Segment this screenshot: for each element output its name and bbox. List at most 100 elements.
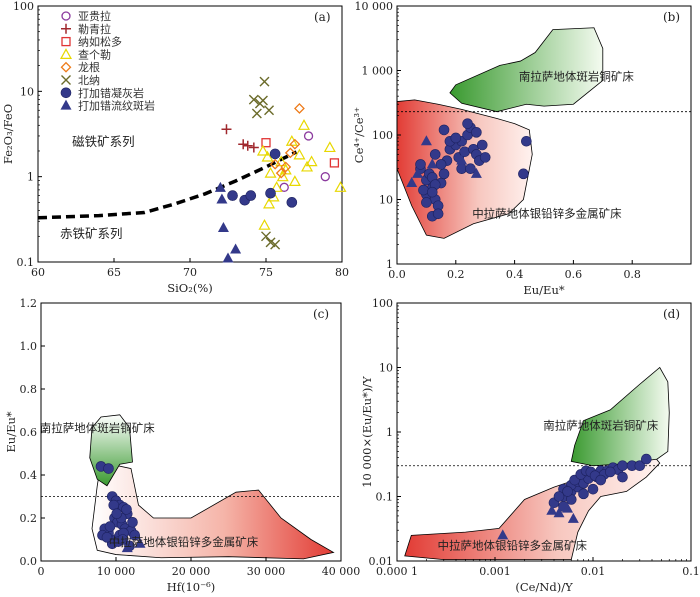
y-tick-label: 100: [13, 0, 34, 13]
legend-marker: [61, 23, 71, 34]
data-point: [562, 502, 574, 513]
series-1: [221, 124, 259, 153]
y-tick-label: 1 000: [362, 65, 394, 78]
x-tick-label: 0.001: [479, 565, 511, 578]
y-axis-label: 10 000×(Eu/Eu*)/Y: [360, 376, 374, 488]
legend-marker: [61, 11, 71, 21]
data-point: [412, 167, 424, 178]
data-point: [521, 135, 532, 147]
y-tick-label: 0.8: [20, 383, 38, 396]
polymetallic-field: [91, 461, 335, 560]
data-point: [435, 159, 447, 170]
legend-marker: [61, 36, 71, 47]
data-point: [259, 76, 270, 87]
porphyry-field-label: 南拉萨地体斑岩铜矿床: [519, 69, 634, 83]
data-point: [284, 147, 296, 159]
data-point: [269, 148, 281, 160]
data-point: [258, 218, 271, 230]
y-tick-label: 0.2: [20, 512, 38, 525]
polymetallic-field-label: 中拉萨地体银铅锌多金属矿床: [438, 539, 588, 553]
data-point: [217, 222, 229, 233]
legend-marker: [59, 48, 73, 59]
data-point: [121, 542, 133, 553]
series-2: [261, 138, 340, 168]
data-point: [476, 139, 488, 151]
data-point: [456, 163, 467, 175]
data-point: [227, 190, 238, 201]
polymetallic-field-label: 中拉萨地体银铅锌多金属矿床: [109, 535, 259, 549]
data-point: [518, 168, 529, 180]
x-tick-label: 65: [107, 266, 121, 279]
data-point: [426, 158, 438, 169]
x-tick-label: 0.6: [565, 268, 583, 281]
series-1: [121, 529, 146, 553]
data-point: [288, 175, 301, 187]
data-point: [546, 504, 558, 515]
x-tick-label: 60: [31, 266, 45, 279]
legend-label: 纳如松多: [78, 35, 122, 49]
legend-marker: [60, 61, 72, 73]
x-axis-label: Eu/Eu*: [523, 283, 564, 297]
data-point: [261, 138, 271, 148]
porphyry-field: [449, 27, 604, 113]
y-tick-label: 1: [386, 258, 393, 271]
data-point: [238, 139, 249, 150]
data-point: [275, 155, 288, 167]
data-point: [567, 512, 579, 523]
data-point: [270, 181, 283, 192]
data-point: [587, 483, 599, 495]
data-point: [222, 252, 234, 263]
y-axis-label: Eu/Eu*: [4, 411, 18, 452]
data-point: [406, 177, 418, 188]
data-point: [438, 124, 450, 136]
data-point: [275, 167, 287, 179]
data-point: [270, 239, 281, 250]
x-axis-label: (Ce/Nd)/Y: [515, 580, 573, 594]
data-point: [641, 453, 652, 465]
data-point: [462, 118, 473, 129]
x-tick-label: 75: [259, 266, 273, 279]
data-point: [497, 529, 509, 540]
series-7: [214, 181, 242, 263]
panel-label: (c): [313, 307, 329, 321]
porphyry-field-label: 南拉萨地体斑岩铜矿床: [40, 421, 155, 435]
legend-marker: [60, 87, 72, 99]
data-point: [286, 197, 298, 208]
y-tick-label: 0.6: [20, 426, 38, 439]
y-tick-label: 0.1: [376, 491, 394, 504]
data-point: [429, 149, 441, 160]
data-point: [245, 190, 257, 201]
series-5: [248, 76, 281, 250]
data-point: [334, 181, 347, 192]
x-tick-label: 0.1: [682, 565, 700, 578]
data-point: [432, 208, 444, 220]
data-point: [289, 138, 301, 150]
y-tick-label: 100: [372, 297, 393, 310]
legend-label: 打加错凝灰岩: [78, 86, 144, 100]
data-point: [129, 529, 141, 540]
x-tick-label: 0.2: [447, 268, 465, 281]
data-point: [578, 488, 589, 500]
panel-label: (d): [663, 307, 680, 321]
data-point: [101, 532, 113, 543]
data-point: [470, 167, 482, 178]
series-1: [497, 502, 579, 540]
data-point: [303, 131, 314, 141]
y-tick-label: 0.0: [20, 555, 38, 568]
data-point: [214, 181, 226, 192]
series-1: [406, 135, 482, 188]
x-tick-label: 0.8: [623, 268, 641, 281]
data-point: [230, 243, 242, 254]
data-point: [617, 460, 628, 472]
series-4: [269, 103, 305, 179]
panel-label: (b): [663, 10, 680, 24]
panel-label: (a): [314, 10, 331, 24]
data-point: [421, 197, 432, 208]
x-tick-label: 30 000: [247, 565, 286, 578]
data-point: [264, 166, 277, 178]
y-axis-label: Fe₂O₃/FeO: [1, 104, 15, 164]
data-point: [256, 144, 269, 156]
data-point: [248, 142, 259, 153]
